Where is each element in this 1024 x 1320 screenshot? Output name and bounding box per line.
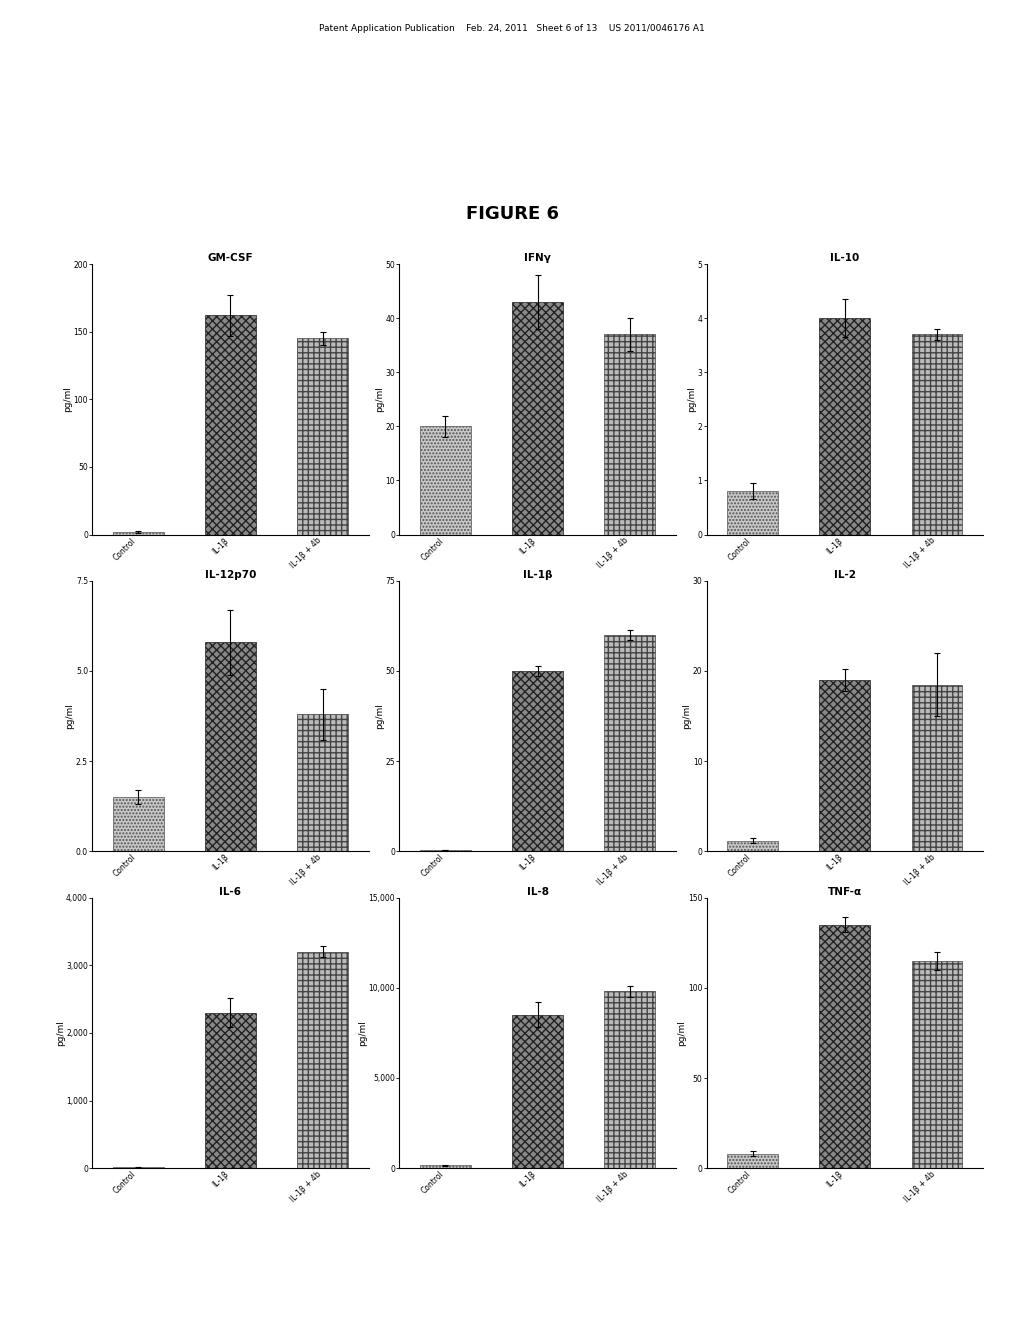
Bar xyxy=(604,991,655,1168)
Title: IL-12p70: IL-12p70 xyxy=(205,570,256,579)
Bar xyxy=(911,334,963,535)
Title: IL-1β: IL-1β xyxy=(523,570,552,579)
Bar xyxy=(512,671,563,851)
Title: IL-8: IL-8 xyxy=(526,887,549,896)
Title: IL-6: IL-6 xyxy=(219,887,242,896)
Y-axis label: pg/ml: pg/ml xyxy=(63,387,72,412)
Bar xyxy=(727,1154,778,1168)
Bar xyxy=(420,1166,471,1168)
Bar xyxy=(727,841,778,851)
Y-axis label: pg/ml: pg/ml xyxy=(687,387,696,412)
Y-axis label: pg/ml: pg/ml xyxy=(55,1020,65,1045)
Text: FIGURE 6: FIGURE 6 xyxy=(466,205,558,223)
Bar xyxy=(819,318,870,535)
Bar xyxy=(819,680,870,851)
Bar xyxy=(420,426,471,535)
Text: Patent Application Publication    Feb. 24, 2011   Sheet 6 of 13    US 2011/00461: Patent Application Publication Feb. 24, … xyxy=(319,24,705,33)
Bar xyxy=(205,315,256,535)
Bar xyxy=(727,491,778,535)
Y-axis label: pg/ml: pg/ml xyxy=(358,1020,368,1045)
Bar xyxy=(604,334,655,535)
Bar xyxy=(512,1015,563,1168)
Bar xyxy=(113,797,164,851)
Y-axis label: pg/ml: pg/ml xyxy=(375,387,384,412)
Bar xyxy=(819,924,870,1168)
Bar xyxy=(297,714,348,851)
Y-axis label: pg/ml: pg/ml xyxy=(375,704,384,729)
Title: IL-2: IL-2 xyxy=(834,570,856,579)
Bar xyxy=(297,338,348,535)
Bar xyxy=(911,685,963,851)
Bar xyxy=(911,961,963,1168)
Y-axis label: pg/ml: pg/ml xyxy=(66,704,75,729)
Y-axis label: pg/ml: pg/ml xyxy=(682,704,691,729)
Bar xyxy=(604,635,655,851)
Bar xyxy=(297,952,348,1168)
Bar xyxy=(205,1012,256,1168)
Bar xyxy=(512,302,563,535)
Bar xyxy=(113,532,164,535)
Title: IFNγ: IFNγ xyxy=(524,253,551,263)
Title: TNF-α: TNF-α xyxy=(827,887,862,896)
Title: IL-10: IL-10 xyxy=(830,253,859,263)
Bar xyxy=(205,642,256,851)
Y-axis label: pg/ml: pg/ml xyxy=(678,1020,686,1045)
Title: GM-CSF: GM-CSF xyxy=(208,253,253,263)
